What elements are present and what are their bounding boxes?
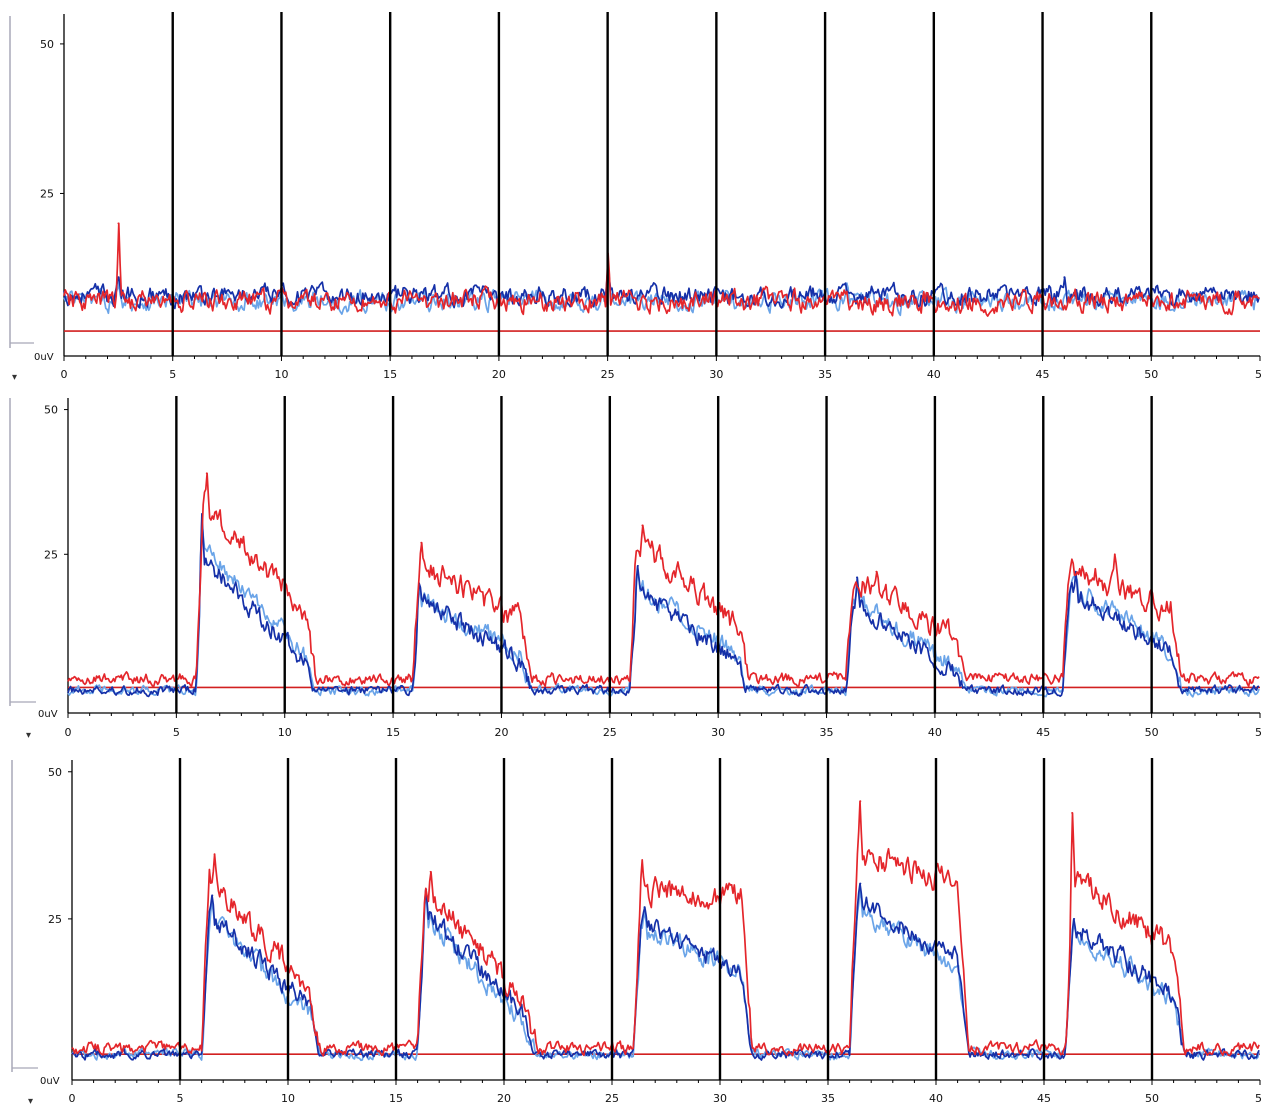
x-tick-label: 35 [818,368,832,381]
series-trace [67,512,1260,698]
x-tick-label: 50 [1145,726,1159,739]
series-trace [63,270,1260,317]
x-tick-label: 10 [278,726,292,739]
dropdown-arrow-icon[interactable]: ▾ [26,730,31,741]
x-tick-label: 25 [603,726,617,739]
chart-panel-middle: ▾ 0uV 50 25 0 5 10 15 20 25 30 35 40 45 50 5 [9,396,1262,741]
x-tick-label: 35 [820,726,834,739]
y-tick-label: 50 [48,766,62,779]
series-peak-point [205,472,208,475]
x-tick-label: 40 [929,1092,943,1105]
x-tick-label: 0 [65,726,72,739]
series-peak-point [859,882,862,885]
x-tick-label: 5 [1255,368,1262,381]
series-peak-point [1113,553,1116,556]
series-peak-point [875,570,878,573]
dropdown-arrow-icon[interactable]: ▾ [28,1096,33,1107]
x-tick-label: 5 [1255,726,1262,739]
x-tick-label: 20 [497,1092,511,1105]
series-peak-point [117,222,120,225]
x-tick-label: 0 [69,1092,76,1105]
x-tick-label: 5 [177,1092,184,1105]
series-peak-point [1071,812,1073,814]
x-tick-label: 30 [713,1092,727,1105]
series-trace [67,472,1260,688]
series-peak-point [859,800,862,803]
y-unit-label-bottom: 0uV [40,1076,60,1087]
x-tick-label: 10 [274,368,288,381]
y-unit-label-top: 0uV [34,352,54,363]
x-tick-label: 30 [709,368,723,381]
series-peak-point [420,541,423,544]
x-tick-label: 25 [601,368,615,381]
x-tick-label: 5 [1255,1092,1262,1105]
series-peak-point [1063,276,1066,279]
x-tick-label: 0 [61,368,68,381]
series-peak-point [641,859,644,861]
x-tick-label: 10 [281,1092,295,1105]
x-tick-label: 5 [169,368,176,381]
series-trace [63,222,1260,317]
y-tick-label: 50 [44,404,58,417]
series-peak-point [855,576,858,579]
x-tick-label: 20 [494,726,508,739]
x-tick-label: 40 [928,726,942,739]
y-tick-label: 50 [40,38,54,51]
series-peak-point [429,870,432,873]
series-peak-point [117,276,120,279]
series-trace [63,264,1260,310]
x-tick-label: 30 [711,726,725,739]
x-tick-label: 40 [927,368,941,381]
x-tick-label: 45 [1036,726,1050,739]
x-tick-label: 25 [605,1092,619,1105]
series-peak-point [211,894,214,897]
x-tick-label: 15 [386,726,400,739]
x-tick-label: 15 [389,1092,403,1105]
x-tick-label: 45 [1036,368,1050,381]
dropdown-arrow-icon[interactable]: ▾ [12,372,17,383]
x-tick-label: 50 [1145,1092,1159,1105]
x-tick-label: 50 [1144,368,1158,381]
x-tick-label: 35 [821,1092,835,1105]
y-tick-label: 25 [40,187,54,200]
series-peak-point [213,853,216,856]
chart-panel-bottom: ▾ 0uV 50 25 0 5 10 15 20 25 30 35 40 45 50 5 [11,758,1262,1107]
chart-panel-top: ▾ 0uV 50 25 0 5 10 15 20 25 30 35 40 45 50 5 [9,12,1262,383]
x-tick-label: 45 [1037,1092,1051,1105]
series-peak-point [1073,917,1076,920]
series-peak-point [637,564,639,567]
series-trace [71,882,1260,1061]
series-trace [71,800,1260,1057]
x-tick-label: 15 [383,368,397,381]
y-tick-label: 25 [48,913,62,926]
y-tick-label: 25 [44,548,58,561]
series-peak-point [643,906,646,909]
x-tick-label: 5 [173,726,180,739]
series-peak-point [641,524,644,527]
x-tick-label: 20 [492,368,506,381]
y-unit-label-middle: 0uV [38,709,58,720]
series-trace [67,518,1260,698]
